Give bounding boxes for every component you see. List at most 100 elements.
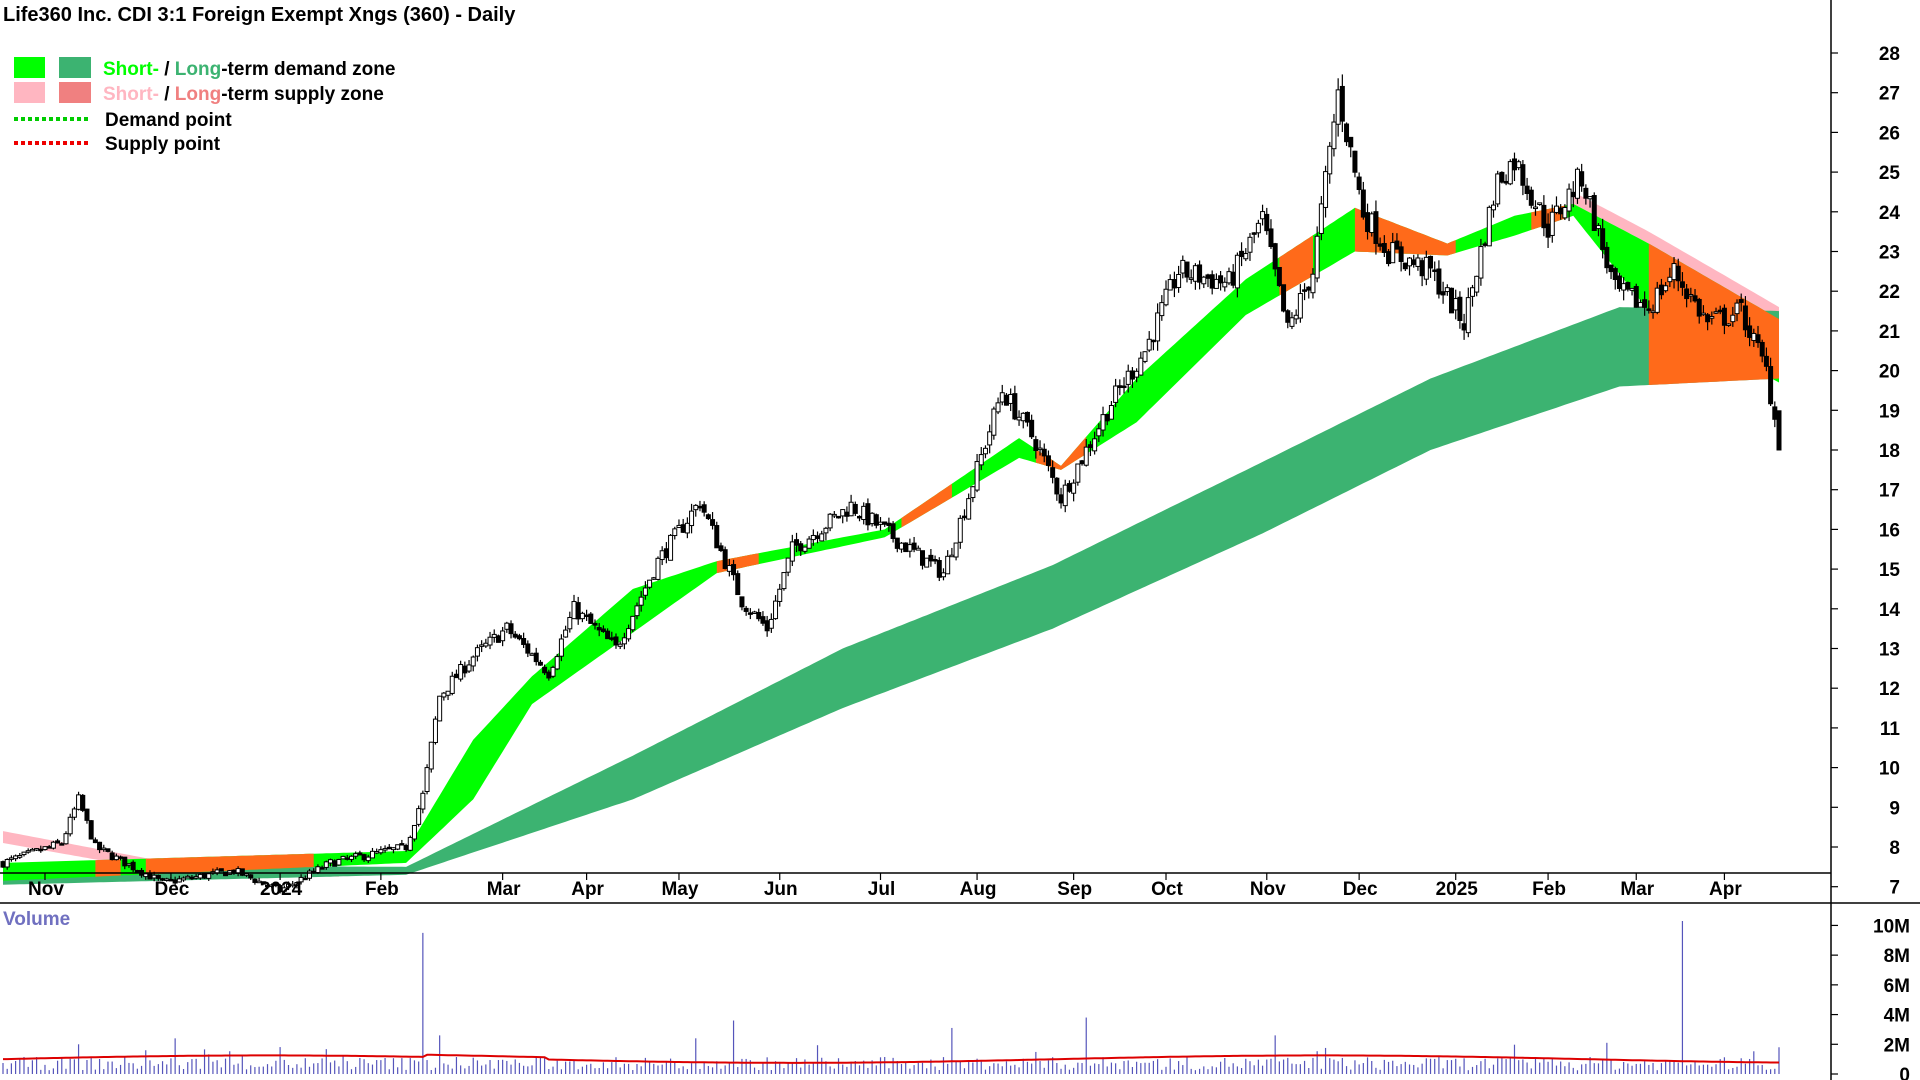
- candle: [50, 840, 56, 850]
- candle: [420, 790, 426, 814]
- legend-supply-sep: /: [159, 84, 175, 105]
- y-tick-label: 8: [1889, 838, 1900, 859]
- candle: [1201, 275, 1207, 289]
- candle: [1398, 241, 1404, 272]
- supply-zone-segment: [901, 483, 952, 528]
- legend-supply-long-swatch: [59, 82, 91, 103]
- candle: [1138, 351, 1144, 376]
- candle: [84, 808, 90, 824]
- candle: [428, 741, 434, 773]
- y-tick-label: 21: [1879, 322, 1901, 343]
- candle: [1612, 266, 1618, 290]
- candle: [1285, 309, 1291, 329]
- legend-demand-short-text: Short-: [103, 59, 159, 80]
- candle: [92, 837, 98, 844]
- legend: Short- / Long-term demand zone Short- / …: [14, 57, 395, 155]
- candle: [836, 515, 842, 519]
- y-tick-label: 11: [1880, 719, 1901, 740]
- candle: [1465, 287, 1471, 338]
- candle: [924, 557, 930, 568]
- candle: [1356, 172, 1362, 195]
- candle: [1381, 235, 1387, 258]
- y-tick-label: 7: [1889, 878, 1900, 899]
- candle: [1734, 299, 1740, 322]
- x-tick-label: Sep: [1057, 879, 1092, 900]
- candle: [302, 875, 308, 881]
- candle: [516, 633, 522, 641]
- candle: [411, 824, 417, 842]
- candle: [1478, 238, 1484, 286]
- candle: [936, 557, 942, 582]
- candle: [777, 583, 783, 607]
- candle: [407, 835, 413, 852]
- candle: [260, 881, 266, 885]
- y-tick-label: 15: [1879, 560, 1901, 581]
- candle: [642, 581, 648, 600]
- candle: [432, 716, 438, 745]
- candle: [1121, 377, 1127, 394]
- candle: [533, 647, 539, 666]
- x-tick-label: May: [661, 879, 698, 900]
- candle: [781, 572, 787, 591]
- candle: [395, 844, 401, 851]
- legend-demand-long-text: Long: [175, 59, 221, 80]
- candle: [365, 854, 371, 863]
- candle: [1579, 163, 1585, 192]
- candle: [1532, 200, 1538, 216]
- candle: [1713, 307, 1719, 314]
- candle: [1113, 378, 1119, 408]
- candle: [1108, 401, 1114, 420]
- candle: [982, 445, 988, 459]
- candle: [97, 841, 103, 854]
- candle: [323, 860, 329, 870]
- volume-bars: [2, 920, 1780, 1074]
- candle: [369, 847, 375, 859]
- y-tick-label: 28: [1879, 44, 1900, 65]
- candle: [155, 874, 161, 881]
- x-tick-label: Nov: [28, 879, 64, 900]
- y-tick-label: 25: [1879, 163, 1901, 184]
- candle: [1003, 393, 1009, 406]
- candle: [655, 556, 661, 581]
- candle: [34, 848, 40, 852]
- candle: [743, 605, 749, 616]
- volume-tick-label: 10M: [1873, 916, 1910, 937]
- candles-layer: [0, 74, 1782, 894]
- candle: [789, 534, 795, 567]
- candle: [819, 530, 825, 542]
- candle: [617, 641, 623, 650]
- candle: [332, 859, 338, 867]
- supply-zone-segment: [1648, 243, 1779, 385]
- candle: [1768, 357, 1774, 407]
- candle: [1276, 266, 1282, 287]
- candle: [1726, 323, 1732, 327]
- candle: [42, 846, 48, 851]
- candle: [668, 534, 674, 561]
- candle: [218, 868, 224, 872]
- x-tick-label: Mar: [1620, 879, 1654, 900]
- candle: [1369, 211, 1375, 237]
- legend-supply-zone: Short- / Long-term supply zone: [103, 84, 384, 105]
- y-tick-label: 12: [1879, 679, 1900, 700]
- candle: [1310, 268, 1316, 299]
- candle: [495, 634, 501, 643]
- candle: [1742, 296, 1748, 337]
- candle: [1646, 300, 1652, 314]
- legend-supply-long-text: Long: [175, 84, 221, 105]
- candle: [181, 876, 187, 882]
- candle: [1721, 304, 1727, 335]
- candle: [542, 664, 548, 675]
- candle: [470, 655, 476, 672]
- candle: [1264, 207, 1270, 235]
- candle: [718, 542, 724, 553]
- candle: [1386, 249, 1392, 267]
- x-tick-label: Mar: [487, 879, 521, 900]
- candle: [1184, 261, 1190, 283]
- candle: [1390, 232, 1396, 264]
- volume-average-line: [3, 1053, 1779, 1064]
- candle: [852, 501, 858, 516]
- candle: [1583, 184, 1589, 205]
- legend-demand-sep: /: [159, 59, 175, 80]
